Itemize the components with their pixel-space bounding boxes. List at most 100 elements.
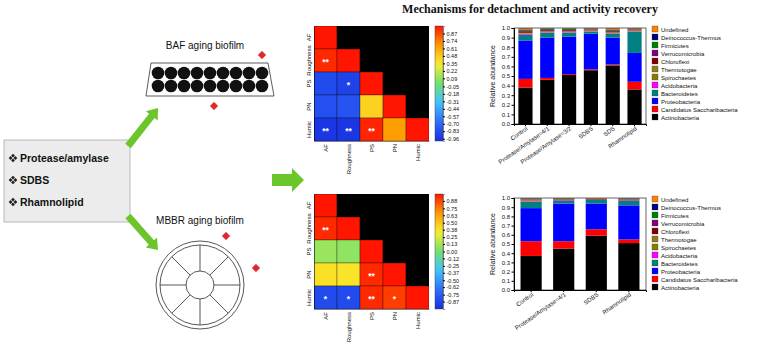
- bar-segment: [540, 38, 554, 78]
- tick: 0.5: [502, 241, 514, 247]
- bars: [521, 198, 640, 290]
- bar-segment: [562, 32, 576, 33]
- tick: 0.0: [502, 287, 514, 293]
- legend-label: Thermotogae: [661, 67, 697, 73]
- tick: Roughness: [306, 213, 314, 243]
- bar-segment: [584, 28, 598, 29]
- bar-segment: [518, 30, 532, 32]
- tick: PN: [306, 102, 314, 110]
- carrier-spoke: [172, 295, 190, 313]
- tick: Rhamnolipid: [601, 290, 632, 316]
- legend-swatch: [652, 260, 658, 266]
- bar-segment: [627, 29, 641, 30]
- bar-segment: [562, 28, 576, 30]
- bullet: [11, 181, 15, 185]
- media-bead: [165, 80, 178, 93]
- tick-label: 0.5: [502, 241, 511, 247]
- tick-label: 0.6: [502, 64, 511, 70]
- bars: [518, 28, 641, 124]
- tick-label: 0.9: [502, 205, 511, 211]
- axis: ControlProtease/Amylase=4/1SDBSRhamnolip…: [514, 290, 647, 331]
- tick-label: 0.63: [447, 213, 458, 219]
- tick-label: -0.12: [447, 256, 460, 262]
- tick-mark: [443, 78, 445, 79]
- heatmap-cell: [337, 240, 360, 263]
- bar-segment: [562, 33, 576, 37]
- tick-mark: [443, 295, 445, 296]
- tick: AF: [323, 141, 329, 152]
- tick-label: 0.7: [502, 54, 511, 60]
- bullet: [14, 178, 18, 182]
- bar-segment: [606, 32, 620, 33]
- legend-label: Actinobacteria: [661, 115, 700, 121]
- tick: -0.62: [443, 284, 459, 290]
- empty-cell: [406, 217, 429, 240]
- media-bead: [178, 80, 191, 93]
- empty-cell: [383, 217, 406, 240]
- tick-mark: [443, 139, 445, 140]
- tick-label: AF: [323, 144, 329, 152]
- tick: Humic: [415, 309, 421, 329]
- axis: 0.00.10.20.30.40.50.60.70.80.91.0: [502, 25, 515, 127]
- tick: 0.09: [443, 76, 457, 82]
- heatmap-cell: [383, 263, 406, 286]
- media-bead: [256, 67, 269, 80]
- tick: 0.3: [502, 93, 514, 99]
- tick-mark: [443, 109, 445, 110]
- tick: 0.2: [502, 269, 514, 275]
- tick-label: 0.88: [447, 198, 458, 204]
- tick: Roughness: [306, 45, 314, 75]
- plot-frame: [514, 198, 646, 290]
- tick-label: -0.05: [447, 84, 460, 90]
- treatment-label: SDBS: [20, 174, 49, 186]
- empty-cell: [383, 26, 406, 49]
- tick: 0.25: [443, 234, 457, 240]
- tick: 0.63: [443, 213, 457, 219]
- tick: -0.31: [443, 99, 459, 105]
- tick: -0.18: [443, 91, 459, 97]
- bar-segment: [521, 199, 542, 200]
- bar-segment: [562, 37, 576, 74]
- significance-label: **: [322, 57, 329, 67]
- empty-cell: [406, 26, 429, 49]
- bar-segment: [606, 31, 620, 32]
- bar-segment: [518, 35, 532, 41]
- tick-mark: [512, 38, 515, 39]
- bar-segment: [521, 200, 542, 201]
- tick-label: 0.4: [502, 251, 511, 257]
- tick-mark: [512, 253, 515, 254]
- tick-mark: [512, 86, 515, 87]
- heatmap-cell: [337, 217, 360, 240]
- tick-label: 0.25: [447, 234, 458, 240]
- tick-mark: [443, 302, 445, 303]
- tick: -0.50: [443, 278, 459, 284]
- reactor-outline: [146, 63, 274, 96]
- empty-cell: [406, 72, 429, 95]
- carrier-spoke: [210, 295, 228, 313]
- bar-segment: [553, 199, 574, 200]
- bar-segment: [540, 30, 554, 31]
- tick-label: 0.38: [447, 227, 458, 233]
- tick-label: 0.1: [502, 112, 511, 118]
- heatmap-cell: [337, 263, 360, 286]
- bar-segment: [618, 205, 639, 239]
- legend-swatch: [652, 34, 658, 40]
- tick-mark: [512, 290, 515, 291]
- bar-segment: [606, 38, 620, 65]
- tick-mark: [512, 124, 515, 125]
- tick-label: Roughness: [346, 312, 352, 342]
- legend-swatch: [652, 196, 658, 202]
- legend-label: Verrucomicrobia: [661, 51, 705, 57]
- tick-label: SDS: [602, 125, 616, 137]
- legend-label: Firmicutes: [661, 213, 689, 219]
- tick-label: Control: [515, 291, 534, 307]
- axis: 0.870.740.610.480.350.220.09-0.05-0.18-0…: [443, 27, 459, 142]
- media-bead: [243, 80, 256, 93]
- bar-segment: [518, 79, 532, 88]
- bar-segment: [521, 241, 542, 256]
- heatmap-cells: [314, 26, 429, 141]
- tick-label: Control: [509, 125, 528, 141]
- tick: 0.4: [502, 83, 514, 89]
- bar-segment: [627, 31, 641, 32]
- tick-mark: [512, 272, 515, 273]
